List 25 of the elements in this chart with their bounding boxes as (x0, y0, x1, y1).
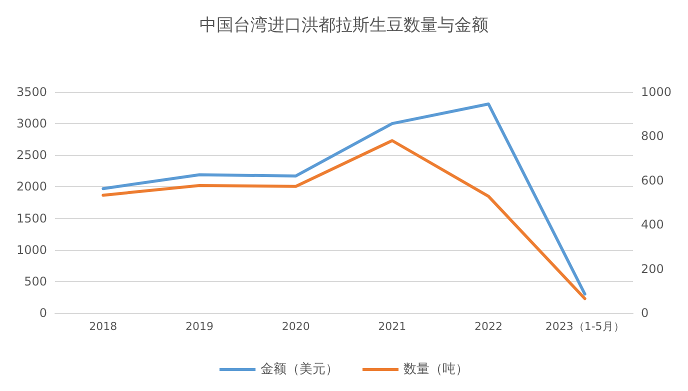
y2-tick-label: 200 (641, 262, 664, 276)
y2-tick-label: 0 (641, 306, 649, 320)
y2-tick-label: 400 (641, 218, 664, 232)
chart-title: 中国台湾进口洪都拉斯生豆数量与金额 (200, 16, 488, 36)
y-tick-label: 3500 (16, 85, 47, 99)
legend-label: 数量（吨） (404, 362, 468, 377)
x-tick-label: 2018 (89, 320, 118, 333)
line-series (102, 102, 586, 296)
y2-tick-label: 800 (641, 129, 664, 144)
x-tick-label: 2021 (378, 320, 406, 333)
y-tick-label: 1000 (16, 242, 47, 257)
x-tick-label: 2020 (282, 320, 310, 333)
line-series (102, 139, 586, 300)
legend-label: 金额（美元） (260, 361, 338, 377)
y2-tick-label: 1000 (641, 85, 672, 99)
y-tick-label: 0 (39, 306, 47, 320)
y-tick-label: 500 (24, 274, 47, 288)
x-tick-label: 2019 (186, 320, 214, 333)
y2-tick-label: 600 (641, 173, 664, 188)
y-tick-label: 1500 (16, 211, 47, 226)
x-tick-label: 2023（1-5月） (545, 320, 624, 333)
y-tick-label: 2500 (16, 148, 47, 162)
x-tick-label: 2022 (474, 320, 502, 333)
y-tick-label: 3000 (16, 116, 47, 131)
y-tick-label: 2000 (16, 180, 47, 194)
